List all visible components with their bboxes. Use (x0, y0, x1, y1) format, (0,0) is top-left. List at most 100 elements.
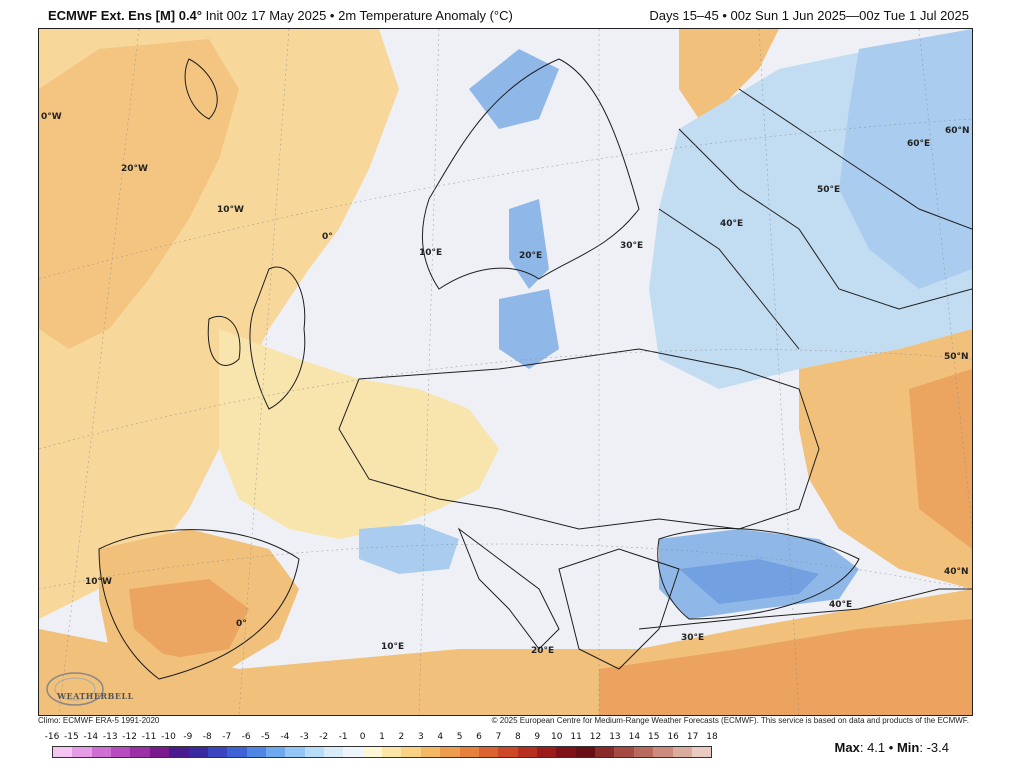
colorbar-tick-label: -16 (44, 732, 60, 742)
colorbar-swatch (324, 747, 344, 757)
russia-cold (839, 29, 972, 289)
lon-label: 10°W (85, 577, 112, 587)
colorbar-tick-label: -13 (102, 732, 118, 742)
lon-label: 30°E (681, 633, 704, 643)
colorbar-swatch (478, 747, 499, 757)
lon-label: 0° (236, 619, 247, 629)
colorbar-swatch (343, 747, 363, 757)
map-canvas: 0°W 20°W 10°W 0° 10°E 20°E 30°E 40°E 50°… (39, 29, 972, 715)
colorbar-swatch (362, 747, 383, 757)
colorbar-swatch (285, 747, 305, 757)
colorbar-swatch (595, 747, 615, 757)
colorbar-swatch (207, 747, 228, 757)
colorbar-tick-label: 5 (456, 732, 463, 742)
balkans-outline (558, 548, 680, 670)
colorbar-tick-label: -1 (338, 732, 348, 742)
anatolia-coast (638, 588, 972, 630)
stats-separator: • (888, 740, 894, 755)
weatherbell-logo-text: WEATHERBELL (57, 691, 134, 701)
colorbar-swatch (382, 747, 402, 757)
colorbar-swatch (111, 747, 131, 757)
weatherbell-logo-icon (46, 672, 104, 706)
colorbar-tick-label: -12 (122, 732, 137, 742)
lat-label: 50°N (944, 352, 969, 362)
caspian-hot (909, 369, 972, 549)
scandinavia-outline (421, 58, 640, 290)
colorbar-swatch (575, 747, 596, 757)
min-label: Min (896, 740, 920, 755)
baltic-cold-south (499, 289, 559, 369)
colorbar-swatch (265, 747, 286, 757)
colorbar-swatch (440, 747, 460, 757)
atlantic-warm-core (39, 39, 239, 349)
colorbar-tick-label: 1 (379, 732, 385, 742)
italy-outline (457, 527, 560, 650)
colorbar-tick-label: -9 (183, 732, 193, 742)
colorbar-tick-label: -2 (319, 732, 329, 742)
lat-label: 40°N (944, 567, 969, 577)
colorbar-tick-label: -6 (241, 732, 251, 742)
lon-label: 50°E (817, 185, 840, 195)
colorbar-tick-label: 9 (534, 732, 541, 742)
colorbar-swatch (246, 747, 266, 757)
colorbar-tick-label: -7 (222, 732, 232, 742)
russia-border-3 (738, 88, 972, 230)
colorbar-tick-label: 7 (495, 732, 502, 742)
colorbar-tick-label: 8 (515, 732, 521, 742)
black-sea-coldest (679, 559, 819, 604)
colorbar-tick-label: 16 (667, 732, 679, 742)
lon-label: 20°E (519, 251, 542, 261)
colorbar-swatch (401, 747, 421, 757)
max-value: 4.1 (867, 740, 886, 755)
climo-note: Climo: ECMWF ERA-5 1991-2020 (38, 716, 160, 725)
colorbar-tick-label: -14 (83, 732, 99, 742)
colorbar-swatch (498, 747, 518, 757)
colorbar-tick-label: 10 (550, 732, 563, 742)
colorbar-tick-label: -4 (280, 732, 290, 742)
colorbar-tick-label: 6 (476, 732, 482, 742)
lon-label: 0° (322, 232, 333, 242)
black-sea-outline (657, 528, 860, 620)
lon-label: 30°E (620, 241, 643, 251)
colorbar-tick-label: -10 (161, 732, 176, 742)
russia-border-2 (658, 208, 800, 350)
map-title: ECMWF Ext. Ens [M] 0.4° Init 00z 17 May … (48, 8, 513, 23)
colorbar-tick-label: 15 (648, 732, 660, 742)
min-value: -3.4 (926, 740, 949, 755)
init-description: Init 00z 17 May 2025 • 2m Temperature An… (205, 8, 513, 23)
colorbar-swatch (72, 747, 92, 757)
model-name: ECMWF Ext. Ens [M] 0.4° (48, 8, 202, 23)
lon-label: 60°E (907, 139, 930, 149)
colorbar-swatch (53, 747, 73, 757)
west-europe-warm (219, 329, 499, 539)
colorbar-swatch (614, 747, 634, 757)
colorbar-swatch (556, 747, 576, 757)
arctic-warm-area (679, 29, 779, 119)
colorbar-tick-label: 4 (437, 732, 444, 742)
colorbar-tick-label: 17 (686, 732, 699, 742)
middle-east-hot (599, 619, 972, 715)
colorbar-tick-label: 2 (398, 732, 405, 742)
iberia-hot (129, 579, 249, 659)
colorbar-swatch (149, 747, 170, 757)
colorbar-swatch (536, 747, 557, 757)
lon-label: 40°E (720, 219, 743, 229)
colorbar-swatch (91, 747, 112, 757)
colorbar-tick-label: 18 (706, 732, 718, 742)
baltic-cold-north (509, 199, 549, 289)
anomaly-map[interactable]: 0°W 20°W 10°W 0° 10°E 20°E 30°E 40°E 50°… (38, 28, 973, 716)
colorbar-swatch (169, 747, 189, 757)
lon-label: 10°W (217, 205, 244, 215)
colorbar-tick-label: -8 (202, 732, 212, 742)
colorbar-swatch (653, 747, 673, 757)
graticule (39, 29, 972, 715)
valid-period: Days 15–45 • 00z Sun 1 Jun 2025—00z Tue … (649, 8, 969, 23)
lon-label: 10°E (419, 248, 442, 258)
copyright-note: © 2025 European Centre for Medium-Range … (491, 716, 969, 725)
colorbar-swatch (691, 747, 712, 757)
colorbar-swatch (304, 747, 325, 757)
colorbar-swatch (130, 747, 150, 757)
colorbar-tick-label: 3 (417, 732, 424, 742)
lon-label: 10°E (381, 642, 404, 652)
lon-label: 20°E (531, 646, 554, 656)
